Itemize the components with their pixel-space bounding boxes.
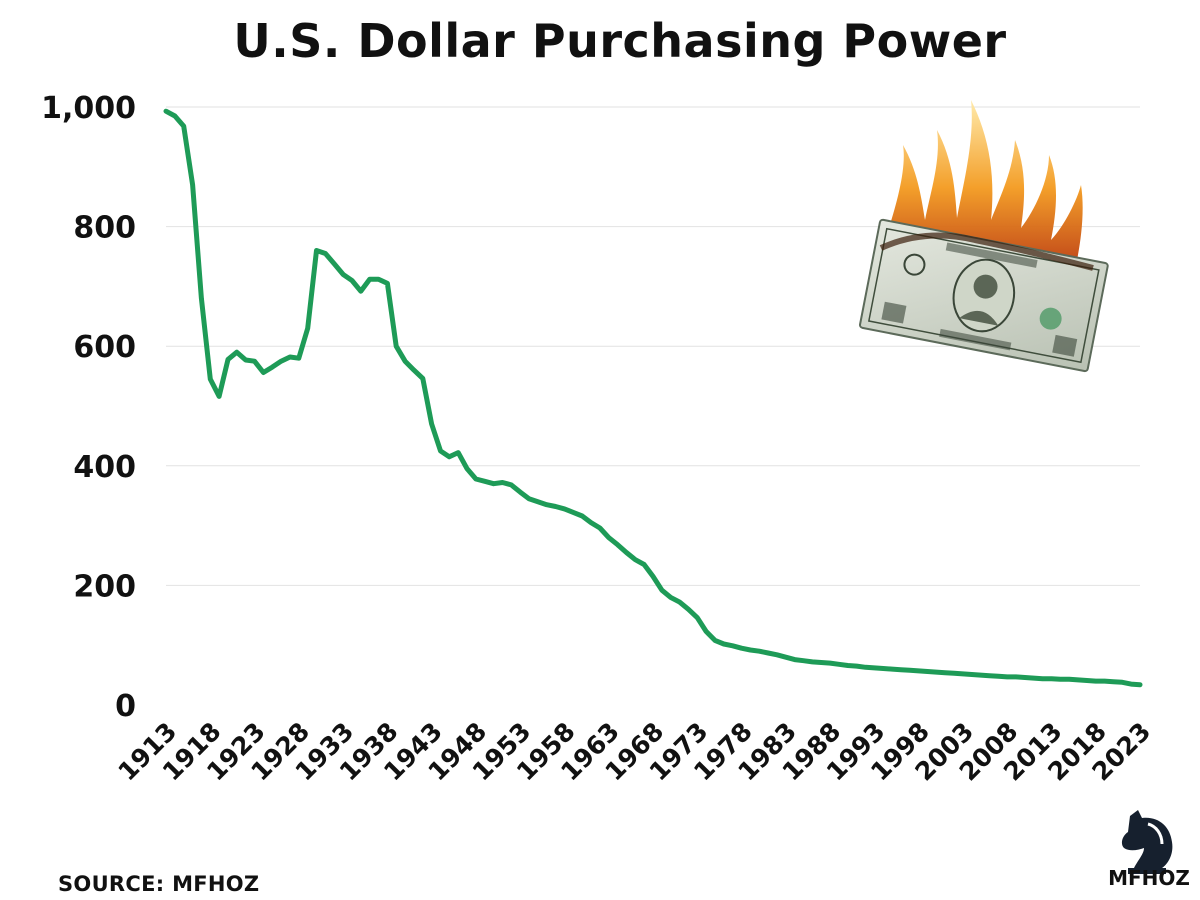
y-tick-label: 0 [115,689,136,724]
y-tick-label: 400 [73,450,136,485]
chart-title: U.S. Dollar Purchasing Power [233,14,1007,68]
series-line-group [163,108,1143,688]
y-tick-label: 600 [73,330,136,365]
horse-knight-logo-icon [1121,810,1173,874]
series-line [163,108,1143,688]
source-note: SOURCE: MFHOZ [58,872,260,896]
x-axis-ticks: 1913191819231928193319381943194819531958… [113,717,1157,787]
y-tick-label: 200 [73,569,136,604]
y-tick-label: 1,000 [41,91,136,126]
y-axis-ticks: 0 200 400 600 800 1,000 [41,91,136,724]
burning-dollar-bill-image [858,100,1109,373]
brand-name: MFHOZ [1108,866,1190,890]
y-tick-label: 800 [73,211,136,246]
